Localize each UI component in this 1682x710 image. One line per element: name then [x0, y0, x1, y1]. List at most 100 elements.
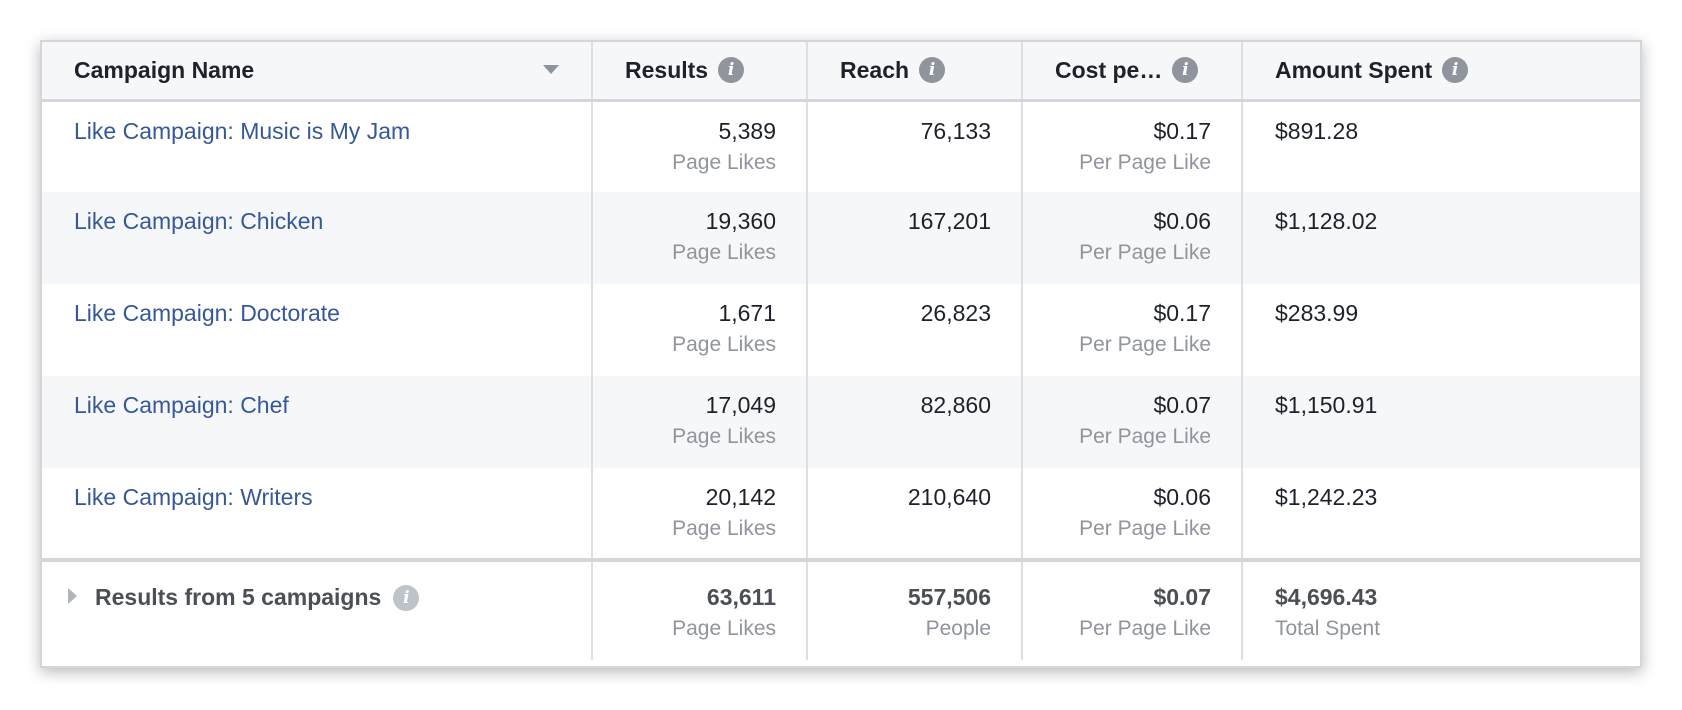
summary-label-cell: Results from 5 campaigns i — [42, 558, 593, 660]
cost-value: $0.17 — [1153, 300, 1211, 326]
cost-value: $0.17 — [1153, 117, 1211, 144]
amount-spent-value: $1,150.91 — [1275, 392, 1378, 418]
reach-value: 76,133 — [920, 117, 991, 144]
campaign-name-cell: Like Campaign: Writers — [42, 468, 593, 560]
summary-results-cell: 63,611 Page Likes — [592, 558, 808, 660]
campaign-results-table-container: Campaign Name Results i Reach i — [40, 40, 1642, 668]
table-row: Like Campaign: Chef 17,049 Page Likes 82,… — [42, 376, 1640, 468]
amount-spent-value: $1,242.23 — [1275, 484, 1378, 510]
expand-triangle-icon[interactable] — [68, 587, 77, 604]
sort-down-icon[interactable] — [543, 64, 559, 74]
cost-cell: $0.17 Per Page Like — [1022, 284, 1243, 376]
column-header-results[interactable]: Results i — [592, 42, 808, 102]
summary-cost-value: $0.07 — [1153, 584, 1211, 610]
reach-value: 210,640 — [907, 484, 991, 510]
reach-cell: 82,860 — [807, 376, 1023, 468]
campaign-name-link[interactable]: Like Campaign: Music is My Jam — [74, 117, 411, 144]
summary-reach-unit: People — [925, 617, 991, 640]
summary-label: Results from 5 campaigns — [95, 584, 382, 610]
campaign-name-link[interactable]: Like Campaign: Doctorate — [74, 300, 340, 326]
summary-reach-value: 557,506 — [907, 584, 991, 610]
reach-value: 82,860 — [920, 392, 991, 418]
amount-spent-cell: $1,150.91 — [1242, 376, 1640, 468]
amount-spent-value: $891.28 — [1275, 117, 1359, 144]
column-header-campaign-name[interactable]: Campaign Name — [42, 42, 593, 102]
campaign-name-link[interactable]: Like Campaign: Writers — [74, 484, 313, 510]
info-icon[interactable]: i — [1442, 57, 1469, 84]
column-header-label: Amount Spent — [1275, 56, 1433, 83]
results-cell: 19,360 Page Likes — [592, 192, 808, 284]
amount-spent-cell: $891.28 — [1242, 100, 1640, 192]
table-row: Like Campaign: Doctorate 1,671 Page Likes… — [42, 284, 1640, 376]
column-header-cost-per-result[interactable]: Cost pe… i — [1022, 42, 1243, 102]
summary-amount-unit: Total Spent — [1275, 617, 1381, 640]
results-cell: 1,671 Page Likes — [592, 284, 808, 376]
results-value: 17,049 — [705, 392, 776, 418]
results-value: 1,671 — [718, 300, 776, 326]
reach-cell: 76,133 — [807, 100, 1023, 192]
cost-unit: Per Page Like — [1079, 150, 1211, 174]
results-value: 5,389 — [718, 117, 776, 144]
table-row: Like Campaign: Chicken 19,360 Page Likes … — [42, 192, 1640, 284]
amount-spent-cell: $1,128.02 — [1242, 192, 1640, 284]
summary-cost-unit: Per Page Like — [1079, 617, 1211, 640]
results-value: 19,360 — [705, 208, 776, 234]
cost-cell: $0.06 Per Page Like — [1022, 192, 1243, 284]
campaign-name-cell: Like Campaign: Chicken — [42, 192, 593, 284]
info-icon[interactable]: i — [919, 57, 946, 84]
results-cell: 20,142 Page Likes — [592, 468, 808, 560]
cost-unit: Per Page Like — [1079, 241, 1211, 264]
cost-value: $0.06 — [1153, 484, 1211, 510]
cost-unit: Per Page Like — [1079, 517, 1211, 540]
column-header-reach[interactable]: Reach i — [807, 42, 1023, 102]
summary-reach-cell: 557,506 People — [807, 558, 1023, 660]
amount-spent-cell: $283.99 — [1242, 284, 1640, 376]
campaign-name-link[interactable]: Like Campaign: Chef — [74, 392, 289, 418]
cost-cell: $0.07 Per Page Like — [1022, 376, 1243, 468]
campaign-results-table: Campaign Name Results i Reach i — [42, 42, 1640, 660]
table-header-row: Campaign Name Results i Reach i — [42, 42, 1640, 102]
results-cell: 17,049 Page Likes — [592, 376, 808, 468]
results-unit: Page Likes — [672, 425, 776, 448]
column-header-label: Results — [625, 56, 709, 83]
cost-value: $0.07 — [1153, 392, 1211, 418]
column-header-label: Cost pe… — [1055, 56, 1163, 83]
summary-results-unit: Page Likes — [672, 617, 776, 640]
reach-value: 167,201 — [907, 208, 991, 234]
results-unit: Page Likes — [672, 333, 776, 356]
cost-unit: Per Page Like — [1079, 425, 1211, 448]
amount-spent-value: $283.99 — [1275, 300, 1359, 326]
summary-cost-cell: $0.07 Per Page Like — [1022, 558, 1243, 660]
reach-cell: 210,640 — [807, 468, 1023, 560]
table-row: Like Campaign: Writers 20,142 Page Likes … — [42, 468, 1640, 560]
campaign-name-cell: Like Campaign: Chef — [42, 376, 593, 468]
table-row: Like Campaign: Music is My Jam 5,389 Page… — [42, 100, 1640, 192]
results-value: 20,142 — [705, 484, 776, 510]
reach-value: 26,823 — [920, 300, 991, 326]
summary-results-value: 63,611 — [706, 584, 776, 610]
summary-amount-value: $4,696.43 — [1275, 584, 1378, 610]
campaign-name-link[interactable]: Like Campaign: Chicken — [74, 208, 324, 234]
column-header-amount-spent[interactable]: Amount Spent i — [1242, 42, 1640, 102]
amount-spent-value: $1,128.02 — [1275, 208, 1378, 234]
cost-unit: Per Page Like — [1079, 333, 1211, 356]
amount-spent-cell: $1,242.23 — [1242, 468, 1640, 560]
info-icon[interactable]: i — [393, 584, 420, 611]
info-icon[interactable]: i — [1172, 57, 1199, 84]
column-header-label: Reach — [840, 56, 910, 83]
info-icon[interactable]: i — [718, 57, 745, 84]
reach-cell: 167,201 — [807, 192, 1023, 284]
column-header-label: Campaign Name — [74, 56, 255, 83]
results-unit: Page Likes — [672, 241, 776, 264]
cost-cell: $0.17 Per Page Like — [1022, 100, 1243, 192]
campaign-name-cell: Like Campaign: Music is My Jam — [42, 100, 593, 192]
results-cell: 5,389 Page Likes — [592, 100, 808, 192]
results-unit: Page Likes — [672, 517, 776, 540]
campaign-name-cell: Like Campaign: Doctorate — [42, 284, 593, 376]
summary-amount-cell: $4,696.43 Total Spent — [1242, 558, 1640, 660]
results-unit: Page Likes — [672, 150, 776, 174]
cost-value: $0.06 — [1153, 208, 1211, 234]
reach-cell: 26,823 — [807, 284, 1023, 376]
cost-cell: $0.06 Per Page Like — [1022, 468, 1243, 560]
summary-row: Results from 5 campaigns i 63,611 Page Li… — [42, 558, 1640, 660]
